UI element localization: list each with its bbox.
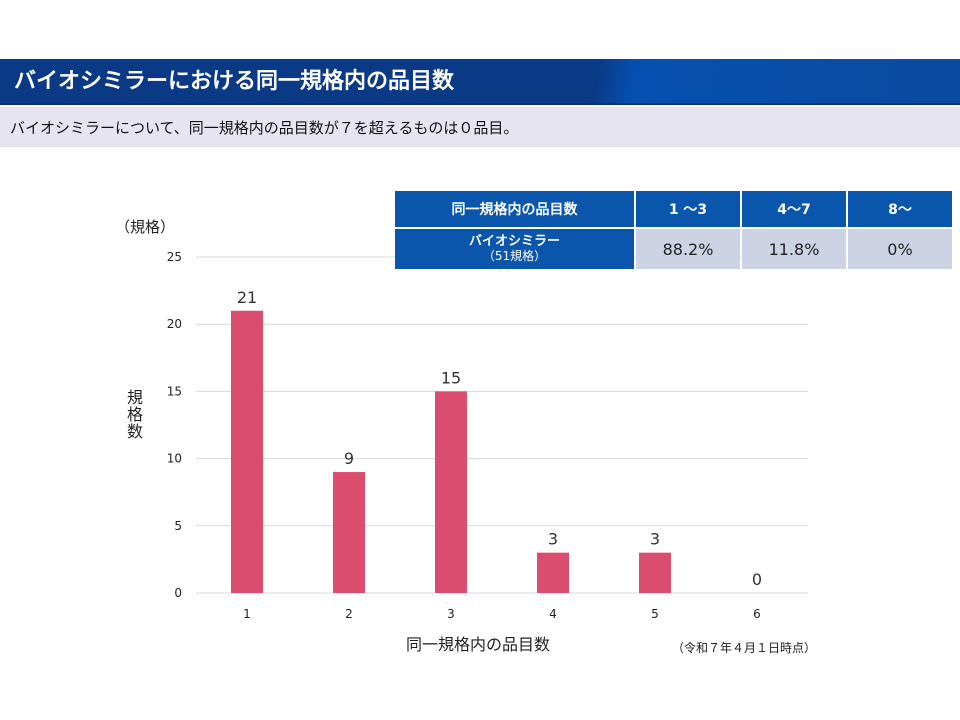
bar [537, 552, 569, 593]
data-label: 0 [752, 570, 762, 589]
y-tick-label: 5 [174, 519, 182, 533]
x-axis-label: 同一規格内の品目数 [406, 635, 550, 654]
bar [639, 552, 671, 593]
bar [231, 310, 263, 593]
x-tick-label: 1 [243, 607, 251, 621]
x-tick-label: 6 [753, 607, 761, 621]
y-tick-label: 15 [167, 384, 182, 398]
table-cell: 88.2% [636, 229, 740, 269]
y-axis-label: 規格数 [124, 389, 143, 440]
table-header: 4〜7 [742, 191, 846, 227]
bar [435, 391, 467, 593]
table-header: 同一規格内の品目数 [395, 191, 634, 227]
x-tick-label: 3 [447, 607, 455, 621]
table-header: 1 〜3 [636, 191, 740, 227]
y-tick-label: 20 [167, 317, 182, 331]
y-tick-label: 0 [174, 586, 182, 600]
x-tick-label: 4 [549, 607, 557, 621]
table-cell: 11.8% [742, 229, 846, 269]
row-sublabel: （51規格） [482, 249, 547, 263]
table-cell: 0% [848, 229, 952, 269]
x-tick-label: 5 [651, 607, 659, 621]
page-title: バイオシミラーにおける同一規格内の品目数 [0, 59, 960, 105]
data-label: 15 [441, 368, 461, 387]
data-label: 3 [650, 530, 660, 549]
share-table: 同一規格内の品目数 1 〜3 4〜7 8〜 バイオシミラー （51規格） 88.2… [393, 189, 954, 271]
y-tick-label: 10 [167, 452, 182, 466]
row-label-text: バイオシミラー [468, 234, 560, 249]
y-unit: （規格） [115, 218, 175, 236]
date-note: （令和７年４月１日時点） [672, 640, 816, 655]
y-tick-label: 25 [167, 250, 182, 264]
table-header: 8〜 [848, 191, 952, 227]
row-label: バイオシミラー （51規格） [395, 229, 634, 269]
data-label: 21 [237, 288, 257, 307]
data-label: 9 [344, 449, 354, 468]
x-tick-label: 2 [345, 607, 353, 621]
subtitle: バイオシミラーについて、同一規格内の品目数が７を超えるものは０品目。 [0, 107, 960, 147]
data-label: 3 [548, 530, 558, 549]
bar [333, 472, 365, 593]
